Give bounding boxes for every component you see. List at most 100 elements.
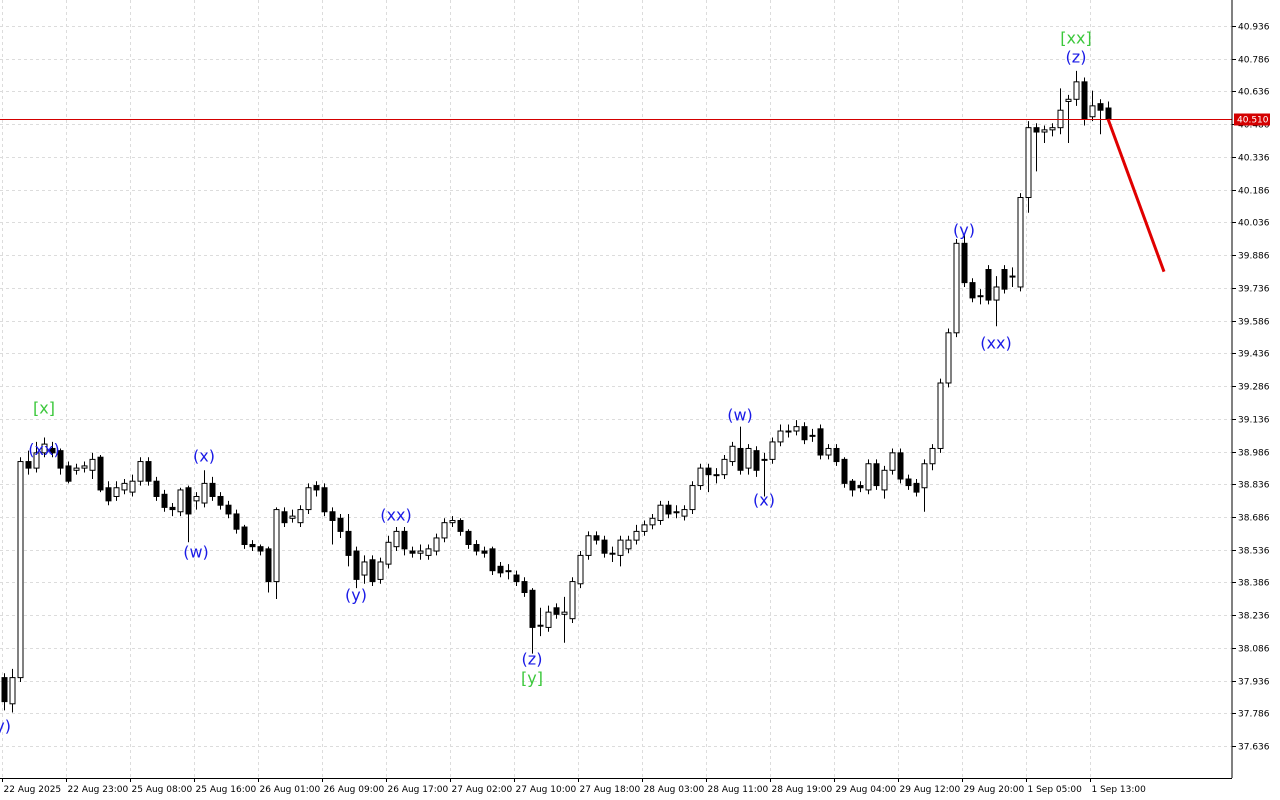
candle-body-bear [153,480,160,497]
candle-body-bear [321,487,328,513]
y-tick-label: 39.136 [1238,416,1270,426]
candle-body-bear [897,452,904,480]
candle-body-bull [113,487,120,497]
candle-body-bear [329,511,336,521]
candle-body-bull [1057,109,1064,129]
candle-body-bull [305,487,312,511]
candle-body-bear [337,517,344,532]
x-tick-label: 27 Aug 10:00 [516,785,577,795]
candle-body-bull [1009,275,1016,278]
candle-body-bear [737,447,744,471]
candle-body-bull [993,286,1000,301]
candle-body-bull [81,465,88,469]
candle-body-bear [217,495,224,506]
candle-body-bull [1065,98,1072,102]
candle-body-bull [1049,127,1056,131]
candle-body-bull [89,458,96,471]
candle-body-bull [609,552,616,555]
y-tick-label: 38.986 [1238,449,1270,459]
candle-body-bear [65,465,72,482]
candle-body-bull [385,541,392,565]
candle-body-bear [409,550,416,554]
wave-label: (y) [345,585,367,604]
candle-body-bear [857,485,864,489]
candle-body-bull [649,517,656,526]
candle-body-bull [577,554,584,585]
x-tick-label: 28 Aug 11:00 [708,785,769,795]
y-tick-label: 39.886 [1238,252,1270,262]
y-tick-label: 38.836 [1238,481,1270,491]
candle-body-bear [833,447,840,463]
y-tick-label: 38.536 [1238,547,1270,557]
candle-body-bear [1001,269,1008,290]
y-tick-label: 37.936 [1238,678,1270,688]
candle-body-bull [33,452,40,469]
candle-body-bull [73,467,80,471]
y-tick-label: 39.436 [1238,350,1270,360]
candle-body-bull [361,561,368,576]
candle-body-bull [201,482,208,504]
y-tick-label: 37.786 [1238,710,1270,720]
candle-body-bear [497,565,504,574]
candle-body-bull [537,624,544,627]
candle-body-bear [841,458,848,484]
x-tick-label: 22 Aug 23:00 [68,785,129,795]
candle-body-bull [297,509,304,524]
wave-label: [x] [33,398,55,417]
candle-body-bear [849,480,856,491]
wave-label: [xx] [1060,29,1091,48]
candle-body-bear [281,511,288,524]
wave-label: (z) [1066,48,1087,67]
candle-body-bull [641,524,648,532]
candle-body-bear [801,426,808,441]
x-tick-label: 1 Sep 13:00 [1092,785,1147,795]
candle-body-bear [969,282,976,299]
candle-body-bull [921,463,928,489]
candle-body-bull [9,677,16,705]
wave-label: (z) [522,650,543,669]
candle-body-bear [25,461,32,469]
candle-body-bear [1081,81,1088,120]
candle-body-bear [985,269,992,301]
y-tick-label: 38.686 [1238,514,1270,524]
candle-body-bull [673,511,680,514]
candle-body-bear [465,530,472,545]
x-tick-label: 25 Aug 08:00 [132,785,193,795]
candle-body-bear [353,550,360,580]
x-tick-label: 22 Aug 2025 [4,785,62,795]
candle-body-bear [57,450,64,469]
candle-body-bull [561,611,568,615]
y-tick-label: 40.786 [1238,56,1270,66]
candle-body-bear [97,456,104,491]
candle-body-bear [1097,103,1104,111]
x-tick-label: 29 Aug 12:00 [900,785,961,795]
candle-body-bear [1105,107,1112,120]
y-tick-label: 40.336 [1238,154,1270,164]
wave-label: (y) [0,717,11,736]
candle-body-bear [265,548,272,583]
candle-body-bull [825,447,832,456]
candle-body-bear [241,526,248,545]
candle-body-bull [881,469,888,491]
candle-body-bear [913,482,920,493]
candle-body-bear [145,461,152,482]
y-tick-label: 38.386 [1238,579,1270,589]
candle-body-bull [953,242,960,334]
wave-label: [y] [521,669,543,688]
candle-body-bear [345,530,352,556]
y-tick-label: 38.236 [1238,612,1270,622]
wave-label: (w) [183,543,209,562]
plot-area: (y)[x](xx)(x)(w)(xx)(y)(z)[y](w)(x)(y)(x… [0,29,1232,736]
candle-body-bull [1041,129,1048,133]
candle-body-bull [393,530,400,548]
x-tick-label: 28 Aug 19:00 [772,785,833,795]
candle-body-bull [777,430,784,443]
wave-label: (xx) [28,440,59,459]
candle-body-bull [785,430,792,433]
candle-body-bull [793,426,800,432]
candle-body-bear [553,607,560,615]
candle-body-bear [513,574,520,583]
y-tick-label: 40.186 [1238,187,1270,197]
candle-body-bear [233,513,240,530]
